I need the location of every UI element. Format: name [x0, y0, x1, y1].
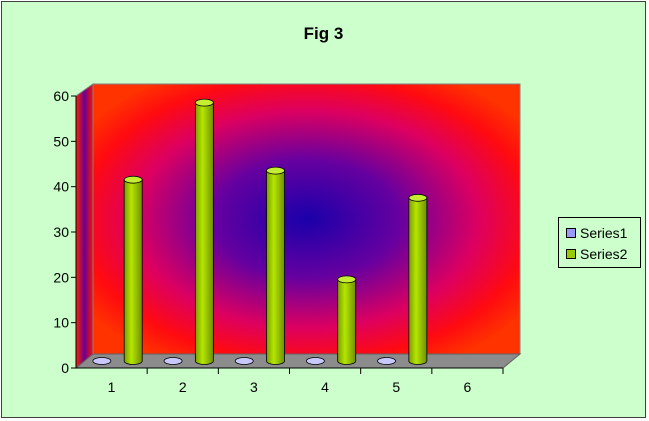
bar-series1-5: [377, 357, 396, 365]
bar-series2-4: [337, 275, 357, 365]
legend-item-series2: Series2: [559, 243, 640, 264]
y-tick-label: 10: [53, 315, 69, 331]
bar-series2-2: [194, 98, 214, 365]
x-tick-label: 6: [464, 379, 472, 395]
bar-series1-2: [163, 357, 183, 365]
x-tick-label: 1: [108, 379, 116, 395]
y-tick-label: 30: [53, 224, 69, 240]
bar-series2-3: [266, 166, 285, 365]
x-tick-label: 3: [250, 379, 258, 395]
chart-title: Fig 3: [303, 24, 344, 43]
bar-series1-3: [234, 357, 254, 365]
y-tick-label: 50: [53, 133, 69, 149]
legend: Series1 Series2: [558, 217, 641, 268]
legend-label-series2: Series2: [580, 245, 628, 262]
bar-series1-4: [305, 357, 325, 365]
legend-item-series1: Series1: [559, 222, 640, 243]
y-tick-label: 40: [53, 179, 69, 195]
bar-series2-1: [123, 175, 143, 365]
y-tick-label: 20: [53, 269, 69, 285]
chart-floor: [74, 353, 522, 369]
y-tick-label: 60: [53, 88, 69, 104]
legend-label-series1: Series1: [580, 224, 628, 241]
legend-swatch-series1: [566, 227, 576, 238]
back-wall: [92, 83, 521, 355]
x-tick-label: 4: [321, 379, 329, 395]
bar-series1-1: [92, 357, 112, 365]
bar-series2-5: [408, 193, 428, 365]
legend-swatch-series2: [566, 248, 576, 259]
side-wall: [75, 83, 94, 370]
x-tick-label: 5: [392, 379, 400, 395]
x-tick-label: 2: [179, 379, 187, 395]
y-tick-label: 0: [61, 360, 69, 376]
